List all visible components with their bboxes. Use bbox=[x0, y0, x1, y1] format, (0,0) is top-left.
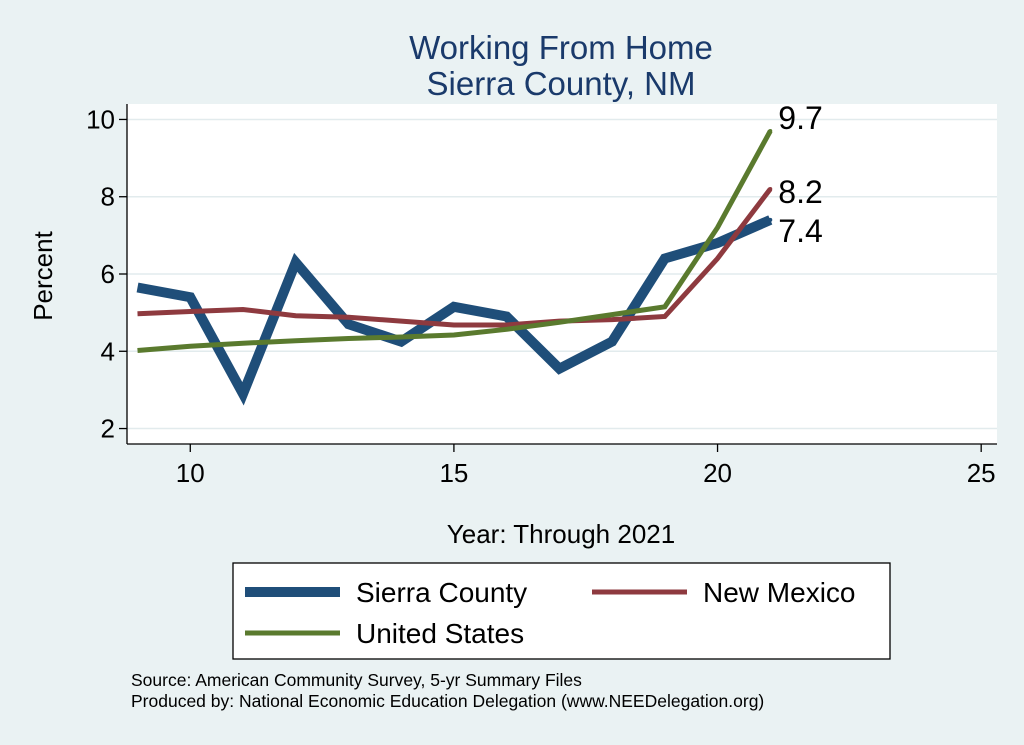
end-label-united-states: 9.7 bbox=[778, 100, 822, 136]
end-label-sierra-county: 7.4 bbox=[778, 213, 822, 249]
series-line-united-states bbox=[137, 129, 773, 353]
footnote-produced: Produced by: National Economic Education… bbox=[131, 691, 765, 711]
endpoint-united-states bbox=[768, 129, 773, 134]
x-axis-ticks: 10 15 20 25 bbox=[176, 444, 996, 488]
footnote-source: Source: American Community Survey, 5-yr … bbox=[131, 670, 582, 690]
end-label-new-mexico: 8.2 bbox=[778, 174, 822, 210]
x-tick-label: 15 bbox=[439, 458, 468, 488]
series-lines bbox=[136, 129, 773, 406]
legend-box bbox=[232, 562, 891, 660]
y-axis-ticks: 2 4 6 8 10 bbox=[86, 104, 127, 444]
endpoint-new-mexico bbox=[768, 187, 773, 191]
endpoint-sierra-county bbox=[768, 217, 773, 222]
legend: Sierra County New Mexico United States bbox=[245, 577, 855, 649]
x-tick-label: 20 bbox=[703, 458, 732, 488]
y-tick-label: 2 bbox=[101, 414, 115, 444]
y-tick-label: 10 bbox=[86, 104, 115, 134]
y-tick-label: 4 bbox=[101, 336, 115, 366]
legend-label-new-mexico: New Mexico bbox=[703, 577, 855, 608]
legend-label-united-states: United States bbox=[356, 618, 524, 649]
x-tick-label: 10 bbox=[176, 458, 205, 488]
x-tick-label: 25 bbox=[967, 458, 996, 488]
chart-title-line-1: Working From Home bbox=[409, 29, 713, 66]
series-line-sierra-county bbox=[136, 215, 773, 406]
x-axis-title: Year: Through 2021 bbox=[447, 519, 675, 549]
legend-label-sierra-county: Sierra County bbox=[356, 577, 527, 608]
series-line-new-mexico bbox=[137, 187, 773, 328]
end-labels: 7.48.2 9.7 bbox=[768, 100, 823, 249]
gridlines bbox=[127, 118, 997, 430]
y-tick-label: 6 bbox=[101, 259, 115, 289]
chart-title-line-2: Sierra County, NM bbox=[427, 65, 696, 102]
y-axis-title: Percent bbox=[28, 230, 58, 320]
y-tick-label: 8 bbox=[101, 182, 115, 212]
